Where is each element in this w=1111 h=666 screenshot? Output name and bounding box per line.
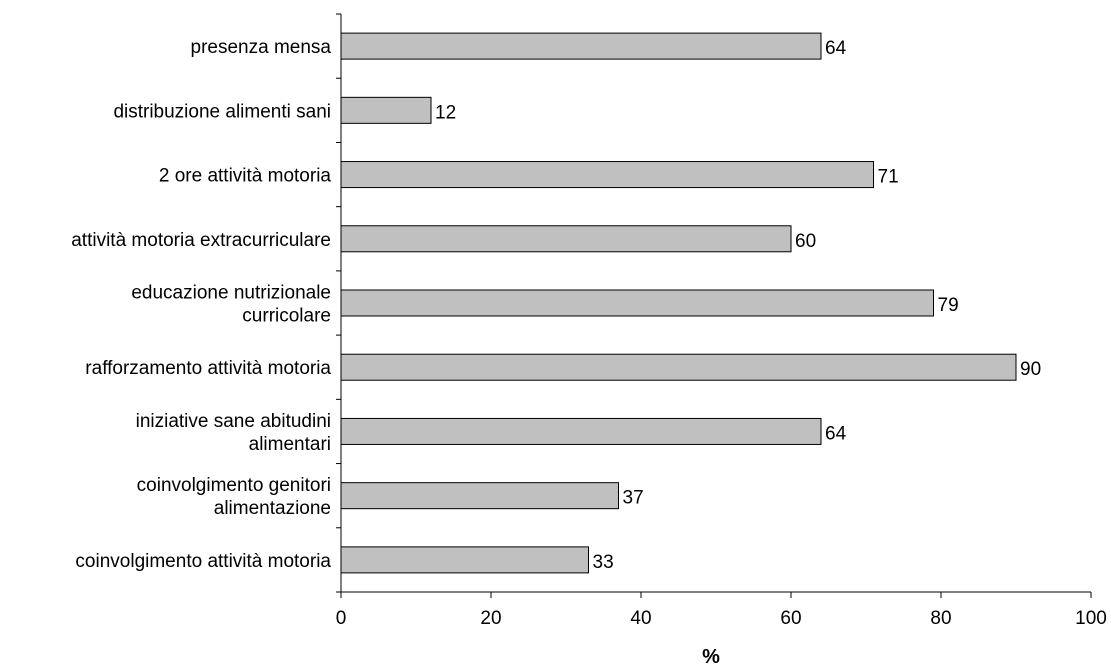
- bar: [340, 161, 874, 189]
- category-label: attività motoria extracurriculare: [71, 230, 331, 251]
- value-label: 64: [825, 423, 847, 444]
- value-label: 71: [878, 167, 899, 188]
- category-label: coinvolgimento genitori alimentazione: [137, 475, 331, 519]
- value-label: 79: [938, 295, 959, 316]
- bar: [340, 225, 792, 253]
- category-label: rafforzamento attività motoria: [85, 358, 331, 379]
- value-label: 12: [435, 102, 456, 123]
- bar: [340, 32, 822, 60]
- axes-group: [340, 14, 1091, 593]
- value-label: 60: [795, 231, 816, 252]
- category-label: iniziative sane abitudini alimentari: [136, 411, 331, 455]
- value-label: 33: [593, 552, 614, 573]
- x-tick-label: 20: [480, 608, 501, 629]
- value-label: 64: [825, 38, 847, 59]
- x-axis-title: %: [702, 646, 720, 666]
- category-label: presenza mensa: [191, 37, 332, 58]
- category-label: distribuzione alimenti sani: [113, 101, 331, 122]
- bar: [340, 96, 432, 124]
- x-tick-label: 100: [1075, 608, 1107, 629]
- bar: [340, 417, 822, 445]
- x-tick-label: 40: [630, 608, 651, 629]
- x-tick-label: 60: [780, 608, 801, 629]
- bars-group: [336, 13, 1092, 598]
- category-label: coinvolgimento attività motoria: [75, 551, 331, 572]
- x-tick-label: 0: [336, 608, 347, 629]
- bar: [340, 289, 934, 317]
- value-label: 37: [623, 488, 644, 509]
- x-tick-label: 80: [930, 608, 951, 629]
- value-label: 90: [1020, 359, 1041, 380]
- bar: [340, 353, 1017, 381]
- bar: [340, 546, 589, 574]
- bar: [340, 482, 619, 510]
- category-label: educazione nutrizionale curricolare: [131, 283, 331, 327]
- category-label: 2 ore attività motoria: [159, 166, 332, 187]
- labels-group: 0 20 40 60 80 100 64 presenza mensa 12 distribuzi…: [71, 37, 1107, 629]
